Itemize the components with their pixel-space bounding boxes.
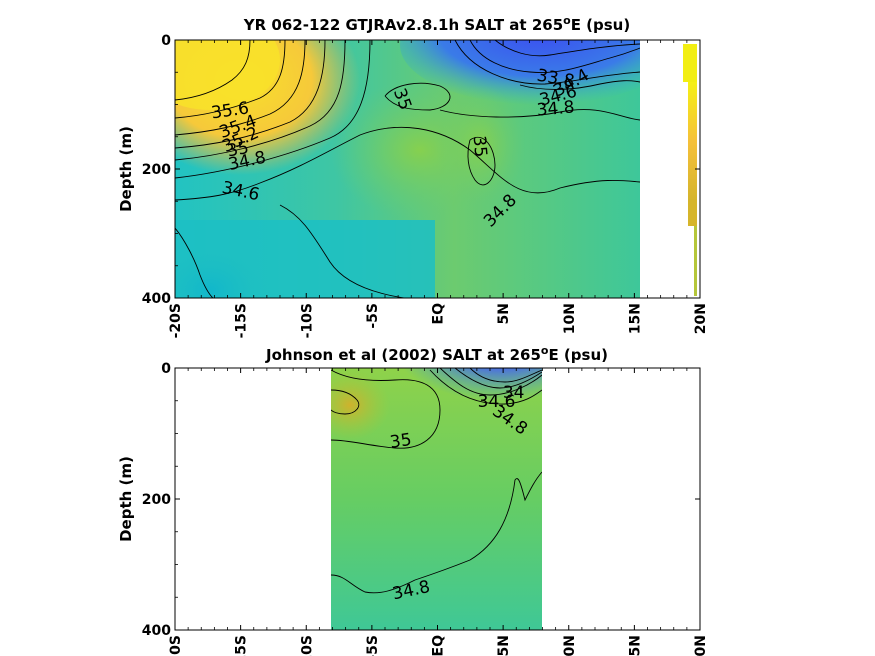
top-x-tick-label: 5N: [496, 303, 512, 324]
top-x-tick-label: -5S: [365, 303, 381, 329]
bottom-contour-label: 34.6: [478, 392, 516, 412]
top-contour-label: 35: [469, 135, 491, 158]
bottom-x-tick-label: EQ: [431, 635, 447, 656]
bottom-x-tick-label: -10S: [299, 635, 315, 656]
bottom-x-tick-label: 10N: [562, 635, 578, 656]
bottom-chart-title: Johnson et al (2002) SALT at 265oE (psu): [265, 344, 608, 364]
top-y-tick-label: 0: [161, 33, 171, 49]
top-y-tick-label: 200: [142, 162, 171, 178]
bottom-contour-label: 34: [503, 383, 525, 403]
top-x-tick-label: -15S: [234, 303, 250, 338]
bottom-y-tick-label: 200: [142, 492, 171, 508]
bottom-x-tick-label: -5S: [365, 635, 381, 656]
bottom-x-tick-label: 15N: [627, 635, 643, 656]
bottom-y-tick-label: 0: [161, 361, 171, 377]
bottom-x-tick-label: -20S: [168, 635, 184, 656]
bottom-y-tick-label: 400: [142, 623, 171, 639]
bottom-y-ticks: 0 200 400: [142, 361, 700, 639]
bottom-x-tick-label: 20N: [693, 635, 709, 656]
top-contour-label: 35: [226, 138, 251, 161]
top-x-tick-label: 10N: [562, 303, 578, 334]
bottom-x-tick-label: 5N: [496, 635, 512, 656]
bottom-x-tick-label: -15S: [234, 635, 250, 656]
top-x-ticks: -20S -15S -10S -5S EQ 5N 10N 15N 20N: [168, 40, 709, 338]
top-x-tick-label: 20N: [693, 303, 709, 334]
top-y-ticks: 0 200 400: [142, 33, 700, 307]
top-x-tick-label: -10S: [299, 303, 315, 338]
bottom-contour-lines: [331, 368, 542, 594]
top-panel: 35.635.435.23534.834.6353534.833.834.434…: [117, 14, 709, 338]
bottom-contour-label: 35: [389, 430, 413, 453]
top-contour-lines: [175, 40, 640, 298]
top-x-tick-label: EQ: [431, 303, 447, 325]
top-y-axis-label: Depth (m): [117, 126, 135, 212]
bottom-y-axis-label: Depth (m): [117, 456, 135, 542]
top-y-tick-label: 400: [142, 291, 171, 307]
bottom-x-ticks: -20S -15S -10S -5S EQ 5N 10N 15N 20N: [168, 368, 709, 656]
top-colorbar: [683, 44, 697, 296]
top-contour-label: 34.8: [536, 97, 575, 120]
top-x-tick-label: -20S: [168, 303, 184, 338]
top-x-tick-label: 15N: [627, 303, 643, 334]
top-chart-title: YR 062-122 GTJRAv2.8.1h SALT at 265oE (p…: [243, 14, 630, 34]
